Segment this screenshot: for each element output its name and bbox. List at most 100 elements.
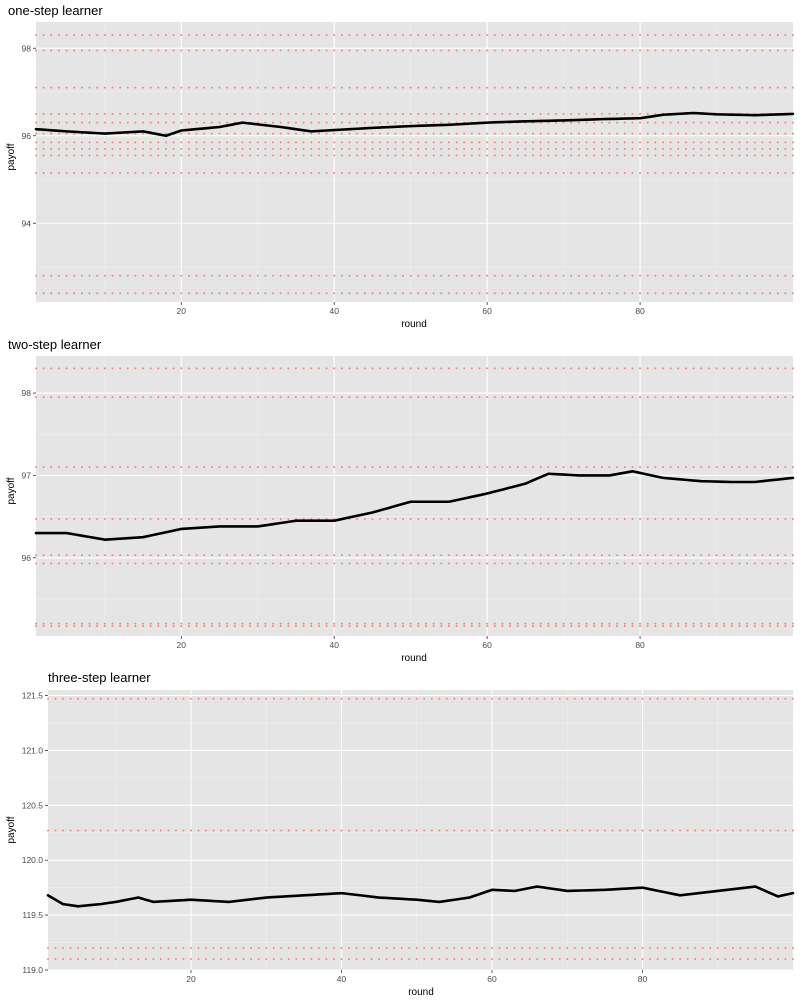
panel-3-point [430,697,433,700]
panel-3-point [483,958,486,961]
panel-1-point [172,171,175,174]
panel-3-point [641,947,644,950]
panel-1-point [524,112,527,115]
panel-3-point [227,958,230,961]
panel-1-point [272,147,275,150]
panel-1-point [287,112,290,115]
panel-3-point [513,829,516,832]
panel-1-point [80,171,83,174]
panel-2-point [103,396,106,399]
panel-1-point [50,34,53,37]
panel-1-point [73,86,76,89]
panel-2-point [363,367,366,370]
panel-2-point [50,518,53,521]
panel-3-point [197,829,200,832]
panel-1-point [356,171,359,174]
panel-2-point [325,396,328,399]
panel-1-point [340,147,343,150]
panel-2-point [577,396,580,399]
panel-2-x-tick-label: 40 [329,640,339,650]
panel-1-point-row [35,49,794,52]
panel-1-point [340,34,343,37]
panel-2-point [302,554,305,557]
panel-1-point [103,292,106,295]
panel-1-point [738,274,741,277]
panel-2-point [707,625,710,628]
panel-1-point [394,171,397,174]
panel-1-point [180,292,183,295]
panel-2-point [356,562,359,565]
panel-1-point [287,141,290,144]
panel-3-point [317,697,320,700]
panel-1-point [287,274,290,277]
panel-2-point [187,625,190,628]
panel-2-point [379,518,382,521]
panel-1-point [715,292,718,295]
panel-2-point [730,396,733,399]
panel-1-point [792,171,794,174]
panel-3-point [664,697,667,700]
panel-1-point [371,34,374,37]
panel-1-point [317,121,320,124]
panel-1-point [80,147,83,150]
panel-1-point [42,274,45,277]
panel-1-point [333,132,336,135]
panel-2-point [256,396,259,399]
panel-3-point [144,697,147,700]
panel-1-point [402,147,405,150]
panel-1-point [42,112,45,115]
panel-3-point [468,829,471,832]
panel-3-point [588,947,591,950]
panel-1-point [447,292,450,295]
panel-1-point [478,34,481,37]
panel-2-point [761,562,764,565]
panel-2-point [287,367,290,370]
panel-2-point [463,518,466,521]
panel-2-point [639,518,642,521]
panel-1-point [310,274,313,277]
panel-1-point [631,171,634,174]
panel-2-point [455,562,458,565]
panel-1-point [218,49,221,52]
panel-1-point [409,147,412,150]
panel-2-point [340,625,343,628]
panel-2-point [409,562,412,565]
panel-3-point [280,829,283,832]
panel-1-point [272,141,275,144]
panel-1-point [164,274,167,277]
panel-2-point [96,367,99,370]
panel-2-point [195,554,198,557]
panel-2-point [792,622,794,625]
panel-3-point [423,829,426,832]
panel-3-point [603,947,606,950]
panel-3-point [99,947,102,950]
panel-1-point [379,49,382,52]
panel-2-point [241,518,244,521]
panel-1-point [662,132,665,135]
panel-1-point [470,154,473,157]
panel-2-point [486,554,489,557]
panel-2-point [669,367,672,370]
panel-2-point [631,466,634,469]
panel-2-point [524,396,527,399]
panel-1-point [210,49,213,52]
panel-1-point [35,171,37,174]
panel-3-point [129,947,132,950]
panel-2-point [42,518,45,521]
panel-3-point [716,947,719,950]
panel-1-point [662,154,665,157]
panel-2-point [241,466,244,469]
panel-3-y-tick-label: 120.0 [22,855,44,865]
panel-2-point [218,622,221,625]
panel-1-point [187,34,190,37]
panel-2-point [524,625,527,628]
panel-1-point [692,86,695,89]
panel-1-point [119,292,122,295]
panel-2-point [402,562,405,565]
panel-1-point [272,171,275,174]
panel-1-point [639,154,642,157]
panel-1-point [440,132,443,135]
panel-2-point [310,625,313,628]
panel-1-point [562,147,565,150]
